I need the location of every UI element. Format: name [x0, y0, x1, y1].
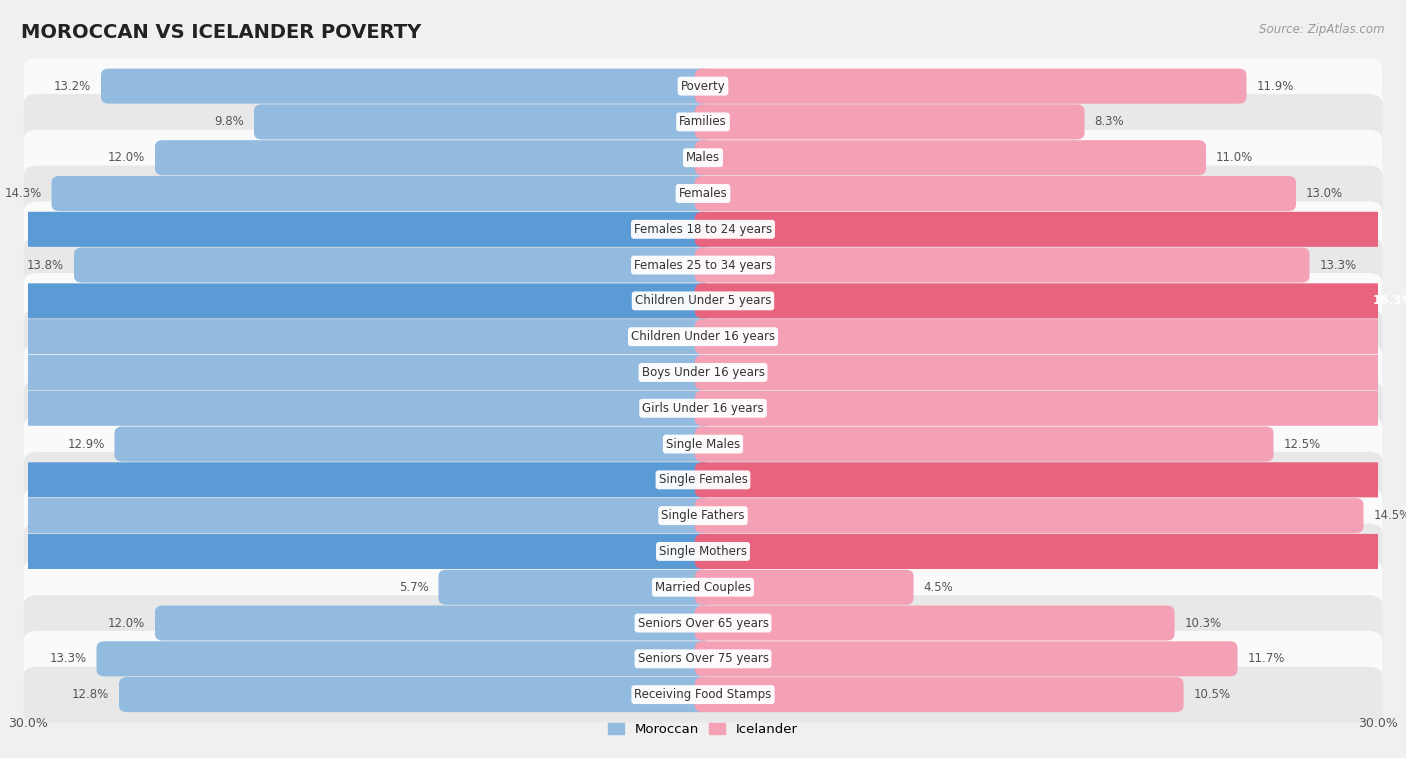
- Text: 13.0%: 13.0%: [1306, 187, 1343, 200]
- Text: 9.8%: 9.8%: [214, 115, 245, 128]
- Text: 13.2%: 13.2%: [53, 80, 91, 92]
- FancyBboxPatch shape: [75, 248, 711, 283]
- Text: 8.3%: 8.3%: [1094, 115, 1123, 128]
- FancyBboxPatch shape: [24, 165, 1382, 221]
- Text: 13.3%: 13.3%: [1319, 258, 1357, 271]
- FancyBboxPatch shape: [695, 427, 1274, 462]
- Text: 11.7%: 11.7%: [1247, 653, 1285, 666]
- FancyBboxPatch shape: [695, 319, 1405, 354]
- Text: 16.3%: 16.3%: [1374, 294, 1406, 308]
- FancyBboxPatch shape: [155, 606, 711, 641]
- FancyBboxPatch shape: [0, 390, 711, 426]
- FancyBboxPatch shape: [0, 534, 711, 569]
- FancyBboxPatch shape: [695, 570, 914, 605]
- FancyBboxPatch shape: [24, 309, 1382, 365]
- FancyBboxPatch shape: [101, 68, 711, 104]
- Text: 12.0%: 12.0%: [108, 151, 145, 164]
- FancyBboxPatch shape: [155, 140, 711, 175]
- Text: 10.3%: 10.3%: [1184, 616, 1222, 630]
- Text: 12.0%: 12.0%: [108, 616, 145, 630]
- FancyBboxPatch shape: [24, 273, 1382, 329]
- FancyBboxPatch shape: [695, 248, 1309, 283]
- FancyBboxPatch shape: [0, 283, 711, 318]
- Text: Children Under 5 years: Children Under 5 years: [634, 294, 772, 308]
- Text: Single Males: Single Males: [666, 437, 740, 450]
- Text: 4.5%: 4.5%: [924, 581, 953, 594]
- Text: Source: ZipAtlas.com: Source: ZipAtlas.com: [1260, 23, 1385, 36]
- Text: Girls Under 16 years: Girls Under 16 years: [643, 402, 763, 415]
- FancyBboxPatch shape: [24, 58, 1382, 114]
- FancyBboxPatch shape: [695, 105, 1084, 139]
- FancyBboxPatch shape: [695, 534, 1406, 569]
- FancyBboxPatch shape: [24, 237, 1382, 293]
- Text: Children Under 16 years: Children Under 16 years: [631, 330, 775, 343]
- FancyBboxPatch shape: [695, 606, 1174, 641]
- FancyBboxPatch shape: [0, 319, 711, 354]
- FancyBboxPatch shape: [0, 355, 711, 390]
- Text: Single Mothers: Single Mothers: [659, 545, 747, 558]
- FancyBboxPatch shape: [52, 176, 711, 211]
- FancyBboxPatch shape: [0, 211, 711, 247]
- FancyBboxPatch shape: [695, 211, 1406, 247]
- FancyBboxPatch shape: [24, 631, 1382, 687]
- FancyBboxPatch shape: [695, 677, 1184, 713]
- Text: 10.5%: 10.5%: [1194, 688, 1230, 701]
- Text: Boys Under 16 years: Boys Under 16 years: [641, 366, 765, 379]
- FancyBboxPatch shape: [24, 130, 1382, 186]
- FancyBboxPatch shape: [114, 427, 711, 462]
- Text: Females: Females: [679, 187, 727, 200]
- Text: MOROCCAN VS ICELANDER POVERTY: MOROCCAN VS ICELANDER POVERTY: [21, 23, 422, 42]
- Text: 12.8%: 12.8%: [72, 688, 110, 701]
- Text: Single Females: Single Females: [658, 473, 748, 487]
- FancyBboxPatch shape: [97, 641, 711, 676]
- Text: 11.9%: 11.9%: [1257, 80, 1294, 92]
- FancyBboxPatch shape: [0, 462, 711, 497]
- FancyBboxPatch shape: [695, 498, 1364, 533]
- FancyBboxPatch shape: [695, 140, 1206, 175]
- Text: Seniors Over 75 years: Seniors Over 75 years: [637, 653, 769, 666]
- FancyBboxPatch shape: [0, 498, 711, 533]
- Text: Females 18 to 24 years: Females 18 to 24 years: [634, 223, 772, 236]
- FancyBboxPatch shape: [24, 559, 1382, 615]
- FancyBboxPatch shape: [695, 283, 1406, 318]
- Text: Receiving Food Stamps: Receiving Food Stamps: [634, 688, 772, 701]
- Text: 13.3%: 13.3%: [49, 653, 87, 666]
- Text: Females 25 to 34 years: Females 25 to 34 years: [634, 258, 772, 271]
- FancyBboxPatch shape: [695, 176, 1296, 211]
- Text: Seniors Over 65 years: Seniors Over 65 years: [637, 616, 769, 630]
- Text: Poverty: Poverty: [681, 80, 725, 92]
- FancyBboxPatch shape: [439, 570, 711, 605]
- FancyBboxPatch shape: [695, 68, 1247, 104]
- Text: Married Couples: Married Couples: [655, 581, 751, 594]
- Text: 11.0%: 11.0%: [1216, 151, 1253, 164]
- FancyBboxPatch shape: [24, 595, 1382, 651]
- Text: Single Fathers: Single Fathers: [661, 509, 745, 522]
- FancyBboxPatch shape: [24, 202, 1382, 257]
- FancyBboxPatch shape: [695, 355, 1406, 390]
- FancyBboxPatch shape: [24, 452, 1382, 508]
- Legend: Moroccan, Icelander: Moroccan, Icelander: [603, 717, 803, 741]
- Text: 14.3%: 14.3%: [4, 187, 42, 200]
- Text: 12.9%: 12.9%: [67, 437, 104, 450]
- FancyBboxPatch shape: [695, 390, 1406, 426]
- Text: Males: Males: [686, 151, 720, 164]
- FancyBboxPatch shape: [24, 524, 1382, 579]
- FancyBboxPatch shape: [24, 381, 1382, 436]
- FancyBboxPatch shape: [24, 667, 1382, 722]
- FancyBboxPatch shape: [695, 641, 1237, 676]
- FancyBboxPatch shape: [120, 677, 711, 713]
- Text: 14.5%: 14.5%: [1374, 509, 1406, 522]
- Text: 12.5%: 12.5%: [1284, 437, 1320, 450]
- Text: Families: Families: [679, 115, 727, 128]
- FancyBboxPatch shape: [24, 345, 1382, 400]
- Text: 13.8%: 13.8%: [27, 258, 65, 271]
- FancyBboxPatch shape: [24, 487, 1382, 543]
- FancyBboxPatch shape: [24, 416, 1382, 472]
- FancyBboxPatch shape: [254, 105, 711, 139]
- FancyBboxPatch shape: [24, 94, 1382, 150]
- FancyBboxPatch shape: [695, 462, 1406, 497]
- Text: 5.7%: 5.7%: [399, 581, 429, 594]
